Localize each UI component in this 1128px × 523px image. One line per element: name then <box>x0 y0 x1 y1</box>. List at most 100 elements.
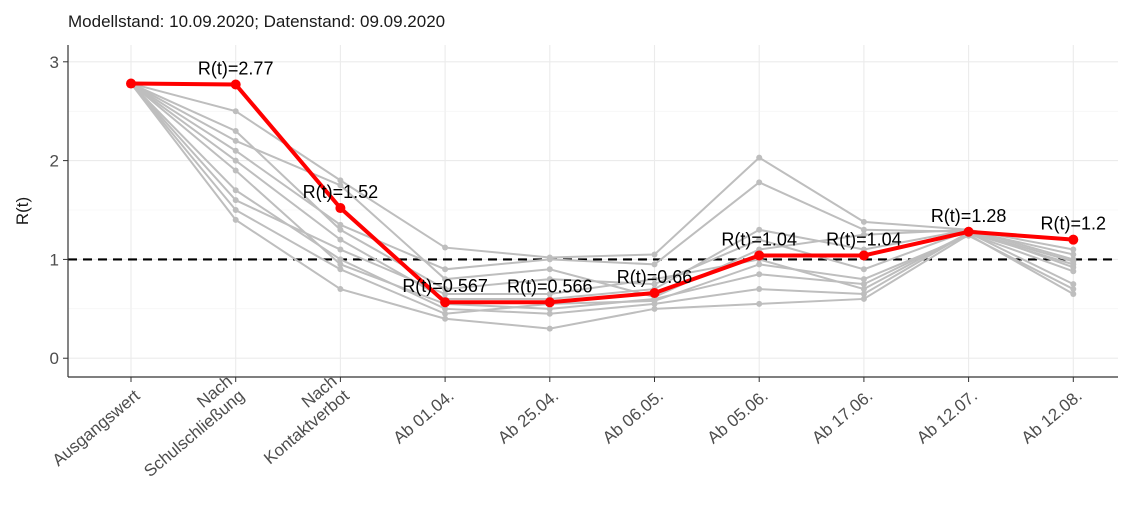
point <box>860 291 867 297</box>
data-label: R(t)=0.66 <box>617 267 693 287</box>
point <box>756 154 763 161</box>
point <box>546 291 553 297</box>
series-line <box>130 82 1074 330</box>
point <box>232 108 239 115</box>
point <box>1070 251 1077 258</box>
x-tick-label-line: Ab 05.06. <box>704 386 772 447</box>
point <box>232 157 239 164</box>
point <box>126 78 136 89</box>
x-tick-label-line: Ab 01.04. <box>390 386 458 447</box>
x-tick-label: Ab 12.08. <box>1018 386 1086 447</box>
point <box>1070 246 1077 253</box>
x-tick-label-line: Schulschließung <box>140 386 248 481</box>
x-tick-label-line: Ab 12.08. <box>1018 386 1086 447</box>
point <box>232 187 239 194</box>
x-tick-label: Ab 01.04. <box>390 386 458 447</box>
point <box>1070 261 1077 268</box>
point <box>546 325 553 332</box>
x-tick-label-line: Ausgangswert <box>49 386 144 470</box>
series-line <box>130 82 1074 295</box>
x-tick-label: Ab 12.07. <box>913 386 981 447</box>
point <box>651 261 658 268</box>
x-tick-label: Ausgangswert <box>49 386 144 470</box>
point <box>232 207 239 214</box>
point <box>230 79 241 90</box>
x-tick-label: Ab 17.06. <box>808 386 876 447</box>
y-tick-label: 1 <box>50 250 59 269</box>
x-tick-label: Ab 06.05. <box>599 386 667 447</box>
point <box>649 288 660 299</box>
chart-title: Modellstand: 10.09.2020; Datenstand: 09.… <box>68 12 445 31</box>
point <box>337 226 344 233</box>
point <box>756 300 763 307</box>
point <box>337 261 344 268</box>
point <box>337 256 344 263</box>
point <box>756 271 763 278</box>
point <box>756 179 763 186</box>
point <box>335 203 346 214</box>
point <box>754 250 765 261</box>
series-line <box>130 82 1074 315</box>
data-label: R(t)=1.04 <box>826 229 902 249</box>
point <box>860 218 867 225</box>
series-line <box>130 82 1074 271</box>
point <box>1068 234 1079 245</box>
point <box>546 276 553 283</box>
point <box>651 251 658 258</box>
y-tick-label: 0 <box>50 349 59 368</box>
point <box>860 231 867 238</box>
point <box>858 250 869 261</box>
series-line <box>130 82 1074 291</box>
point <box>440 297 451 308</box>
data-label: R(t)=2.77 <box>198 59 274 79</box>
point <box>651 305 658 312</box>
point <box>337 177 344 184</box>
x-tick-label-line: Ab 06.05. <box>599 386 667 447</box>
series-line <box>130 82 1074 299</box>
point <box>232 216 239 223</box>
point <box>442 286 449 293</box>
point <box>860 295 867 302</box>
point <box>546 305 553 312</box>
point <box>544 297 555 308</box>
x-tick-label: NachKontaktverbot <box>248 371 353 468</box>
series-line <box>130 82 1074 310</box>
point <box>546 266 553 273</box>
point <box>651 276 658 283</box>
point <box>860 226 867 233</box>
point <box>232 127 239 134</box>
point <box>442 315 449 322</box>
point <box>1070 286 1077 293</box>
point <box>337 286 344 293</box>
x-tick-label-line: Ab 12.07. <box>913 386 981 447</box>
point <box>756 236 763 243</box>
point <box>756 286 763 293</box>
point <box>651 281 658 288</box>
x-tick-label: Ab 05.06. <box>704 386 772 447</box>
point <box>1070 291 1077 297</box>
series-line <box>130 82 1074 261</box>
point <box>337 246 344 253</box>
point <box>442 310 449 317</box>
point <box>651 297 658 304</box>
point <box>442 276 449 283</box>
point <box>442 266 449 273</box>
point <box>860 281 867 288</box>
point <box>337 221 344 228</box>
point <box>963 226 974 237</box>
x-tick-label-line: Ab 25.04. <box>494 386 562 447</box>
point <box>337 236 344 243</box>
data-label: R(t)=0.566 <box>507 276 593 296</box>
point <box>232 197 239 204</box>
data-label: R(t)=1.52 <box>303 182 379 202</box>
point <box>442 244 449 251</box>
series-line <box>130 81 1074 305</box>
point <box>232 147 239 154</box>
point <box>232 167 239 174</box>
point <box>756 261 763 268</box>
y-tick-label: 2 <box>50 152 59 171</box>
point <box>860 286 867 293</box>
data-label: R(t)=1.04 <box>721 229 797 249</box>
y-axis-label: R(t) <box>13 197 32 225</box>
